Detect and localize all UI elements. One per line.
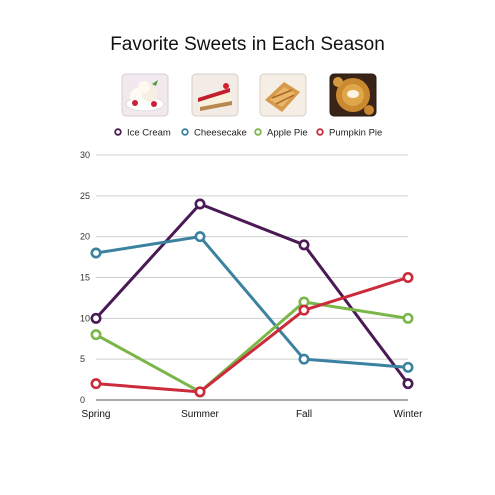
x-tick-label: Spring — [82, 409, 111, 420]
series-line — [94, 202, 410, 386]
data-point — [298, 304, 310, 316]
data-point — [298, 239, 310, 251]
y-tick-label: 30 — [80, 150, 90, 160]
series-cheesecake — [90, 231, 414, 373]
series-lines — [90, 198, 414, 398]
gridlines — [96, 154, 408, 360]
legend-item: Ice Cream — [114, 128, 171, 139]
legend-label: Cheesecake — [194, 128, 247, 139]
x-tick-label: Winter — [394, 409, 424, 420]
y-tick-label: 15 — [80, 273, 90, 283]
y-tick-label: 25 — [80, 191, 90, 201]
data-point — [90, 312, 102, 324]
y-tick-label: 0 — [80, 395, 85, 405]
chart-title: Favorite Sweets in Each Season — [110, 34, 385, 55]
legend-item: Cheesecake — [181, 128, 247, 139]
data-point — [402, 312, 414, 324]
legend: Ice Cream Cheesecake Apple Pie Pumpkin Pie — [114, 128, 382, 139]
data-point — [194, 198, 206, 210]
legend-marker — [114, 128, 122, 136]
series-pumpkin-pie — [90, 271, 414, 398]
data-point — [194, 231, 206, 243]
data-point — [402, 271, 414, 283]
x-tick-label: Fall — [296, 409, 312, 420]
legend-marker — [181, 128, 189, 136]
data-point — [90, 247, 102, 259]
data-point — [90, 378, 102, 390]
data-point — [402, 361, 414, 373]
series-line — [94, 276, 410, 394]
y-tick-label: 10 — [80, 313, 90, 323]
x-axis-ticks: Spring Summer Fall Winter — [82, 409, 424, 420]
data-point — [402, 378, 414, 390]
legend-item: Apple Pie — [254, 128, 308, 139]
legend-marker — [254, 128, 262, 136]
series-line — [94, 235, 410, 369]
pumpkin-pie-photo — [329, 73, 377, 117]
legend-item: Pumpkin Pie — [316, 128, 382, 139]
cheesecake-photo — [191, 73, 239, 117]
apple-pie-photo — [259, 73, 307, 117]
data-point — [194, 386, 206, 398]
legend-label: Pumpkin Pie — [329, 128, 382, 139]
y-tick-label: 20 — [80, 232, 90, 242]
data-point — [90, 329, 102, 341]
y-axis-ticks: 0 5 10 15 20 25 30 — [80, 150, 90, 405]
series-line — [94, 300, 410, 394]
photo-row — [121, 73, 377, 117]
legend-label: Ice Cream — [127, 128, 171, 139]
data-point — [298, 353, 310, 365]
x-tick-label: Summer — [181, 409, 219, 420]
series-apple-pie — [90, 296, 414, 398]
ice-cream-photo — [121, 73, 169, 117]
series-ice-cream — [90, 198, 414, 390]
y-tick-label: 5 — [80, 354, 85, 364]
legend-marker — [316, 128, 324, 136]
legend-label: Apple Pie — [267, 128, 308, 139]
